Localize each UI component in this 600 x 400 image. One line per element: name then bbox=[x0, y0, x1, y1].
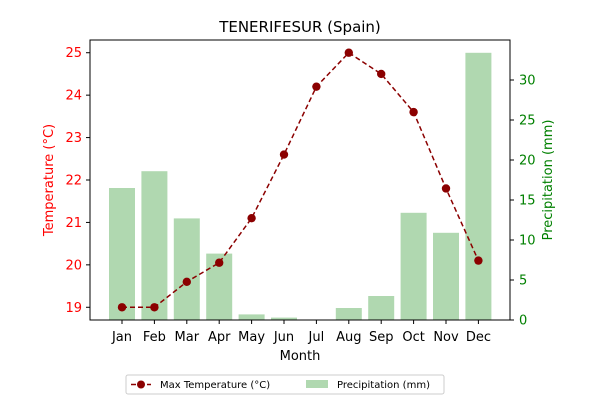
legend: Max Temperature (°C) Precipitation (mm) bbox=[125, 374, 445, 395]
precipitation-bar-mar bbox=[173, 218, 200, 320]
temperature-point-mar bbox=[182, 277, 191, 287]
y-left-axis-title: Temperature (°C) bbox=[42, 124, 57, 237]
y-right-tick-label: 25 bbox=[519, 114, 536, 129]
y-right-axis-title: Precipitation (mm) bbox=[541, 120, 556, 241]
y-right-tick-label: 10 bbox=[519, 234, 536, 249]
temperature-line-layer bbox=[117, 48, 483, 312]
y-left-tick-label: 20 bbox=[65, 258, 82, 273]
precipitation-bar-feb bbox=[141, 171, 168, 320]
legend-frame bbox=[125, 374, 445, 395]
x-tick-label-aug: Aug bbox=[336, 330, 361, 345]
temperature-point-nov bbox=[441, 184, 451, 193]
temperature-point-apr bbox=[215, 258, 224, 267]
precipitation-bars bbox=[109, 52, 492, 321]
x-tick-label-apr: Apr bbox=[208, 330, 231, 345]
x-tick-label-nov: Nov bbox=[433, 330, 459, 345]
precipitation-bar-sep bbox=[368, 296, 395, 320]
x-tick-label-jul: Jul bbox=[308, 330, 325, 345]
legend-line-marker bbox=[137, 380, 145, 389]
legend-bar-swatch bbox=[306, 380, 328, 388]
temperature-point-jun bbox=[279, 150, 289, 159]
y-right-tick-label: 30 bbox=[519, 74, 536, 89]
temperature-point-feb bbox=[150, 303, 159, 312]
precipitation-bar-aug bbox=[335, 308, 362, 320]
y-right-tick-label: 15 bbox=[519, 194, 536, 209]
x-tick-label-feb: Feb bbox=[143, 330, 166, 345]
y-left-tick-label: 23 bbox=[65, 131, 82, 146]
y-left-tick-label: 19 bbox=[65, 301, 82, 316]
x-tick-label-oct: Oct bbox=[402, 330, 424, 345]
temperature-point-sep bbox=[377, 69, 386, 79]
precipitation-bar-jan bbox=[109, 188, 135, 320]
x-tick-label-dec: Dec bbox=[466, 330, 491, 345]
x-tick-label-sep: Sep bbox=[369, 330, 394, 345]
temperature-point-jul bbox=[312, 82, 321, 91]
y-left-tick-label: 21 bbox=[65, 216, 82, 231]
precipitation-bar-nov bbox=[433, 232, 459, 320]
temperature-point-dec bbox=[474, 256, 483, 265]
y-right-tick-label: 20 bbox=[519, 154, 536, 169]
precipitation-bar-dec bbox=[465, 52, 492, 321]
x-axis-ticks: Jan Feb Mar Apr May Jun Jul Aug Sep Oct Nov Dec bbox=[111, 320, 491, 345]
legend-label-temperature: Max Temperature (°C) bbox=[160, 380, 270, 391]
temperature-point-aug bbox=[344, 48, 353, 57]
y-left-axis-ticks: 19 20 21 22 23 24 25 bbox=[65, 46, 90, 316]
y-left-tick-label: 24 bbox=[65, 89, 82, 104]
temperature-point-may bbox=[247, 213, 256, 223]
y-right-axis-ticks: 0 5 10 15 20 25 30 bbox=[510, 74, 536, 329]
x-axis-title: Month bbox=[280, 349, 321, 364]
precipitation-bar-jun bbox=[271, 317, 297, 320]
temperature-point-jan bbox=[117, 303, 127, 312]
y-right-tick-label: 0 bbox=[519, 314, 527, 329]
precipitation-bar-oct bbox=[400, 212, 427, 320]
temperature-line bbox=[122, 51, 480, 309]
x-tick-label-may: May bbox=[238, 330, 265, 345]
precipitation-bar-may bbox=[238, 314, 265, 320]
temperature-point-oct bbox=[409, 107, 418, 117]
y-left-tick-label: 25 bbox=[65, 46, 82, 61]
x-tick-label-mar: Mar bbox=[175, 330, 200, 345]
x-tick-label-jan: Jan bbox=[111, 330, 132, 345]
chart-title: TENERIFESUR (Spain) bbox=[218, 18, 381, 36]
legend-label-precipitation: Precipitation (mm) bbox=[337, 380, 430, 391]
x-tick-label-jun: Jun bbox=[273, 330, 294, 345]
y-left-tick-label: 22 bbox=[65, 174, 82, 189]
y-right-tick-label: 5 bbox=[519, 274, 527, 289]
